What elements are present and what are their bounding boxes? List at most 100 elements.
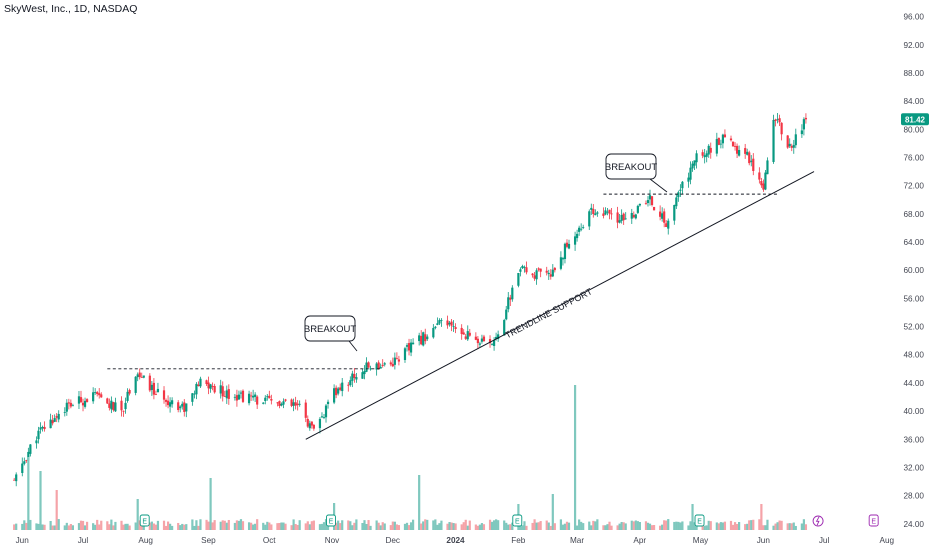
candle-body	[545, 270, 548, 273]
candle-body	[790, 145, 793, 148]
candle-body	[424, 334, 427, 342]
candle-body	[665, 223, 668, 227]
volume-bar	[509, 524, 512, 530]
x-tick-label: Jul	[819, 536, 830, 545]
volume-bar	[154, 524, 158, 530]
candle-body	[531, 273, 534, 276]
volume-bar	[466, 525, 469, 530]
candle-body	[171, 400, 174, 405]
volume-bar	[225, 522, 228, 530]
candle-body	[43, 426, 46, 430]
candle-body	[391, 363, 394, 367]
candle-body	[661, 213, 664, 219]
candle-body	[618, 220, 621, 223]
volume-bar	[27, 457, 30, 530]
volume-bar	[294, 524, 297, 530]
volume-bar	[744, 524, 747, 530]
candle-body	[434, 326, 437, 328]
candle-body	[705, 153, 708, 157]
volume-bar	[620, 521, 623, 530]
volume-bar	[98, 524, 101, 530]
volume-bar	[474, 524, 477, 530]
volume-bar	[482, 524, 486, 530]
volume-bar	[636, 521, 639, 530]
volume-bar	[578, 519, 581, 530]
volume-bar	[464, 519, 467, 530]
candle-body	[249, 395, 253, 397]
volume-bar	[128, 525, 131, 530]
trendline-label: TRENDLINE SUPPORT	[503, 286, 594, 340]
candle-body	[537, 268, 540, 270]
volume-bar	[249, 522, 253, 530]
volume-bar	[703, 525, 706, 530]
volume-bar	[199, 519, 202, 530]
candle-body	[98, 393, 101, 396]
volume-bar	[227, 519, 230, 530]
candle-body	[553, 267, 556, 271]
candle-body	[166, 400, 170, 406]
candle-body	[237, 394, 241, 400]
volume-bar	[71, 525, 74, 530]
volume-bar	[77, 523, 81, 530]
candle-body	[262, 402, 265, 404]
candle-body	[124, 402, 127, 410]
candle-body	[195, 383, 198, 395]
candle-body	[365, 362, 368, 372]
candle-body	[590, 207, 593, 210]
volume-bar	[298, 520, 301, 530]
candle-body	[438, 320, 441, 324]
candle-body	[497, 334, 500, 340]
candle-body	[389, 362, 392, 365]
candle-body	[227, 389, 230, 399]
earnings-icon	[139, 514, 150, 527]
volume-bar	[523, 521, 526, 530]
candle-body	[689, 167, 692, 180]
candle-body	[507, 297, 510, 310]
candle-body	[324, 405, 328, 418]
candle-body	[339, 387, 342, 390]
volume-bar	[393, 521, 396, 530]
candle-body	[667, 220, 670, 229]
volume-bar	[800, 523, 803, 530]
candle-body	[223, 395, 226, 397]
volume-bar	[235, 520, 239, 530]
candle-body	[596, 212, 599, 214]
candle-body	[478, 343, 482, 345]
volume-bar	[507, 524, 510, 530]
candle-body	[403, 348, 407, 360]
candle-body	[337, 388, 340, 394]
candle-body	[776, 119, 779, 121]
candle-body	[630, 212, 633, 219]
volume-bar	[69, 523, 72, 530]
candle-body	[622, 213, 625, 221]
candle-body	[150, 384, 153, 390]
candle-body	[565, 242, 569, 247]
volume-bar	[519, 523, 522, 530]
y-tick-label: 88.00	[904, 69, 925, 78]
candle-body	[29, 444, 32, 454]
candle-body	[353, 374, 356, 379]
candle-body	[199, 378, 202, 387]
candle-body	[663, 211, 666, 223]
volume-bar	[322, 522, 326, 530]
volume-bar	[531, 522, 534, 530]
y-tick-label: 92.00	[904, 41, 925, 50]
volume-bar	[618, 523, 621, 530]
volume-bar	[241, 521, 245, 530]
candle-body	[610, 213, 613, 215]
volume-bar	[665, 520, 668, 530]
volume-bar	[689, 521, 692, 530]
candle-body	[207, 382, 210, 389]
candle-body	[152, 382, 155, 395]
volume-bar	[148, 522, 151, 530]
volume-bar	[21, 523, 24, 530]
volume-bar	[351, 525, 354, 530]
volume-bar	[776, 522, 779, 530]
volume-bar	[67, 525, 70, 530]
candle-body	[49, 419, 52, 429]
volume-bar	[83, 525, 87, 530]
volume-bar	[282, 522, 285, 530]
volume-bar	[213, 520, 216, 530]
candle-body	[225, 390, 228, 399]
